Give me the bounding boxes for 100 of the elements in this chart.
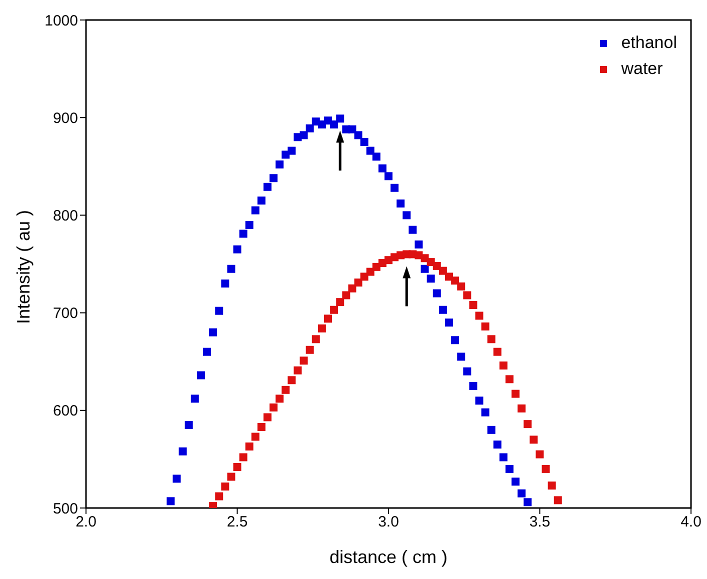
- point: [481, 322, 490, 330]
- point: [251, 432, 260, 441]
- point: [408, 226, 417, 234]
- point: [463, 291, 472, 300]
- point: [209, 328, 218, 336]
- point: [463, 367, 472, 376]
- point: [432, 262, 441, 270]
- point: [221, 280, 230, 288]
- point: [372, 152, 380, 161]
- x-axis-title: distance ( cm ): [329, 547, 448, 567]
- point: [499, 453, 508, 462]
- point: [481, 408, 490, 416]
- point: [336, 298, 344, 306]
- point: [257, 422, 266, 431]
- point: [518, 404, 526, 412]
- point: [288, 376, 296, 384]
- point: [469, 382, 478, 390]
- point: [251, 206, 260, 214]
- point: [336, 114, 344, 123]
- point: [270, 174, 278, 182]
- point: [524, 420, 532, 428]
- point: [542, 464, 550, 473]
- point: [360, 138, 368, 146]
- point: [354, 278, 362, 287]
- point: [475, 396, 484, 405]
- point: [378, 164, 386, 172]
- point: [239, 230, 248, 238]
- point: [215, 492, 224, 500]
- point: [366, 268, 374, 276]
- point: [451, 336, 460, 344]
- point: [384, 172, 392, 180]
- point: [172, 474, 181, 483]
- point: [203, 348, 211, 356]
- point: [288, 146, 296, 155]
- point: [318, 324, 326, 332]
- point: [257, 196, 266, 205]
- point: [245, 442, 254, 451]
- point: [548, 482, 556, 490]
- x-tick-label: 3.5: [529, 514, 550, 531]
- point: [245, 220, 254, 229]
- point: [438, 306, 447, 314]
- point: [306, 346, 314, 354]
- point: [196, 371, 205, 380]
- point: [518, 489, 526, 498]
- point: [264, 182, 272, 191]
- point: [233, 245, 242, 254]
- point: [166, 497, 175, 506]
- point: [487, 335, 496, 344]
- point: [324, 314, 332, 323]
- y-tick-label: 900: [52, 110, 78, 127]
- point: [432, 289, 441, 298]
- point: [499, 362, 508, 370]
- point: [506, 375, 514, 384]
- point: [396, 199, 405, 208]
- point: [469, 300, 478, 309]
- point: [390, 184, 399, 192]
- point: [190, 394, 199, 403]
- point: [300, 131, 308, 140]
- point: [457, 352, 466, 361]
- point: [215, 306, 224, 315]
- point: [348, 125, 356, 134]
- point: [178, 447, 187, 456]
- point: [300, 356, 308, 365]
- point: [506, 464, 514, 473]
- point: [306, 124, 314, 132]
- legend-label: water: [621, 58, 663, 80]
- point: [276, 160, 284, 168]
- point: [426, 274, 435, 283]
- point: [282, 386, 290, 394]
- x-tick-label: 2.5: [226, 514, 248, 531]
- point: [493, 440, 502, 449]
- y-tick-label: 1000: [44, 12, 78, 30]
- y-tick-label: 500: [52, 500, 78, 518]
- point: [227, 264, 236, 273]
- point: [524, 498, 532, 506]
- point: [233, 463, 242, 472]
- y-axis-title: Intensity ( au ): [13, 210, 34, 324]
- point: [276, 394, 284, 403]
- point: [354, 131, 362, 140]
- x-tick-label: 3.0: [378, 514, 399, 531]
- point: [342, 291, 350, 300]
- point: [270, 403, 278, 412]
- point: [239, 453, 248, 462]
- x-tick-label: 4.0: [680, 514, 702, 531]
- point: [414, 240, 423, 248]
- point: [294, 366, 302, 374]
- point: [330, 306, 338, 314]
- point: [493, 348, 502, 356]
- point: [554, 496, 562, 504]
- point: [445, 318, 453, 327]
- point: [221, 482, 230, 491]
- point: [366, 146, 374, 155]
- y-tick-label: 800: [52, 208, 78, 225]
- point: [312, 335, 320, 344]
- point: [264, 413, 272, 422]
- point: [402, 211, 411, 220]
- point: [420, 264, 429, 273]
- point: [438, 266, 447, 275]
- point: [487, 426, 496, 434]
- point: [512, 390, 520, 398]
